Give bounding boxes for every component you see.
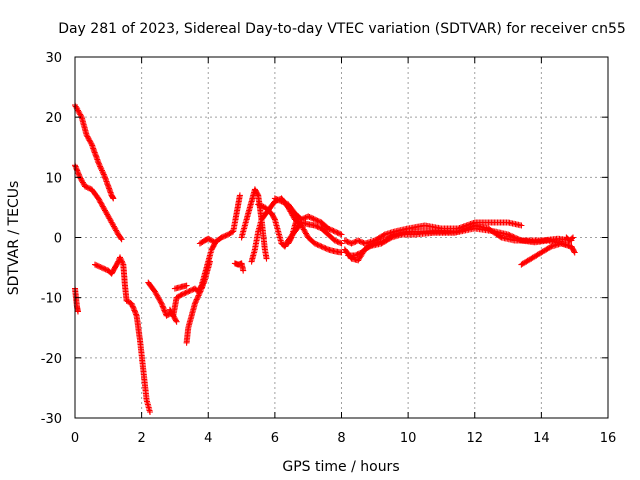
y-axis-label: SDTVAR / TECUs <box>6 181 22 296</box>
chart-title: Day 281 of 2023, Sidereal Day-to-day VTE… <box>58 21 626 37</box>
x-tick-label: 12 <box>466 431 483 446</box>
series-track-i <box>196 192 243 247</box>
marker-path <box>518 240 578 268</box>
x-tick-label: 10 <box>400 431 417 446</box>
marker-path <box>231 260 247 274</box>
x-axis-label: GPS time / hours <box>282 459 399 475</box>
data-points <box>72 102 578 415</box>
marker-path <box>196 192 243 247</box>
x-tick-label: 0 <box>71 431 79 446</box>
x-tick-label: 4 <box>204 431 212 446</box>
x-tick-label: 6 <box>271 431 279 446</box>
marker-path <box>255 201 345 250</box>
x-tick-label: 8 <box>337 431 345 446</box>
y-tick-label: 10 <box>45 171 62 186</box>
series-track-g <box>171 282 190 292</box>
marker-path <box>183 258 213 346</box>
series-track-t <box>563 234 576 244</box>
series-track-d <box>92 254 153 415</box>
x-tick-label: 16 <box>600 431 617 446</box>
series-track-b <box>72 162 125 243</box>
y-tick-label: 0 <box>54 232 62 247</box>
marker-path <box>271 195 345 238</box>
series-track-h <box>183 258 213 346</box>
marker-path <box>171 282 190 292</box>
series-track-j <box>231 260 247 274</box>
series-track-r <box>345 225 575 259</box>
marker-path <box>345 225 575 259</box>
marker-path <box>72 162 125 243</box>
y-tick-label: 30 <box>45 51 62 66</box>
series-track-n <box>271 195 345 238</box>
y-tick-label: -10 <box>41 292 62 307</box>
series-track-c <box>72 285 81 315</box>
y-tick-label: -30 <box>41 412 62 427</box>
marker-path <box>563 234 576 244</box>
series-track-s <box>518 240 578 268</box>
x-tick-label: 14 <box>533 431 550 446</box>
marker-path <box>72 285 81 315</box>
axis-ticks: 0 2 4 6 8 10 12 14 16 -30 -20 -10 0 10 20 30 <box>41 51 617 446</box>
y-tick-label: -20 <box>41 352 62 367</box>
marker-path <box>92 254 153 415</box>
x-tick-label: 2 <box>137 431 145 446</box>
marker-path <box>285 213 302 247</box>
series-track-m <box>255 201 345 250</box>
y-tick-label: 20 <box>45 111 62 126</box>
series-track-o <box>285 213 302 247</box>
